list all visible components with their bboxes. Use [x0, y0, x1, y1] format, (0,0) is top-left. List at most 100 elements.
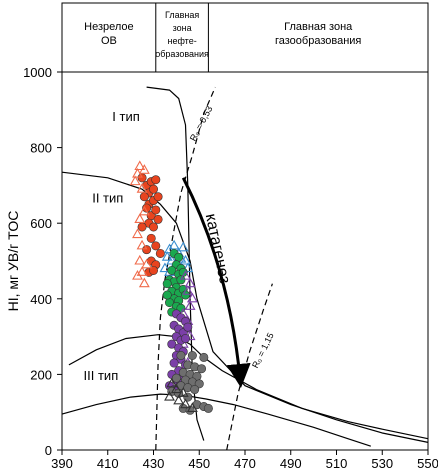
data-point [162, 290, 172, 300]
data-point [177, 387, 189, 397]
data-point [151, 205, 161, 215]
data-point [166, 377, 178, 388]
data-point [170, 383, 182, 394]
data-point [167, 265, 177, 275]
zone-header: Незрелое ОВ Главная зона нефте-образования Гл… [61, 2, 429, 73]
ro-115-label: R₀ = 1,15 [250, 331, 276, 370]
catagenesis-label: катагенез [202, 212, 233, 285]
data-point [153, 192, 163, 202]
x-tick-label: 390 [51, 456, 73, 471]
data-point [134, 254, 146, 265]
data-point [149, 184, 159, 194]
y-tick-label: 1000 [23, 65, 52, 80]
data-point [161, 251, 173, 261]
y-tick-label: 800 [30, 141, 52, 156]
data-point [132, 269, 143, 280]
data-point [173, 394, 185, 405]
data-point [151, 175, 161, 185]
zone-label: Главная [165, 10, 199, 20]
data-point [190, 385, 200, 395]
data-point [155, 248, 165, 258]
y-tick-label: 400 [30, 292, 52, 307]
maturation-curves [61, 86, 429, 451]
data-point [203, 403, 213, 413]
data-point [151, 241, 161, 251]
data-point [186, 292, 198, 303]
ro-isoline [226, 283, 273, 451]
data-point [136, 239, 148, 250]
data-point [180, 254, 191, 265]
data-point [136, 183, 148, 193]
data-point [184, 277, 196, 288]
data-point [136, 266, 148, 276]
data-point [138, 164, 150, 174]
zone-header-box [61, 2, 429, 73]
data-point [181, 290, 191, 300]
data-point [138, 205, 150, 216]
data-point [129, 175, 141, 186]
type1-label: I тип [112, 109, 139, 124]
x-tick-label: 530 [371, 456, 393, 471]
data-point [174, 252, 184, 262]
data-point [184, 300, 196, 310]
data-points [129, 160, 213, 415]
zone-label: газообразования [275, 35, 361, 47]
zone-label: нефте- [167, 36, 196, 46]
x-tick-label: 490 [280, 456, 302, 471]
data-point [137, 173, 147, 183]
data-point [186, 402, 198, 412]
x-tick-label: 470 [234, 456, 256, 471]
data-point [137, 222, 147, 232]
data-point [149, 265, 159, 275]
zone-label: Главная зона [284, 21, 353, 33]
zone-label: зона [173, 23, 192, 33]
data-point [159, 262, 171, 273]
data-point [180, 269, 191, 280]
data-point [167, 339, 177, 349]
ro-isoline [155, 86, 216, 451]
data-point [142, 203, 152, 213]
data-point [187, 350, 197, 360]
data-point [132, 228, 143, 239]
data-point [197, 364, 207, 374]
kerogen-curve [61, 393, 371, 447]
data-point [166, 254, 178, 265]
data-point [149, 222, 159, 232]
data-point [139, 192, 149, 202]
data-point [180, 398, 191, 409]
x-tick-label: 430 [143, 456, 165, 471]
data-point [171, 373, 181, 383]
data-point [142, 245, 152, 255]
data-point [182, 285, 194, 295]
catagenesis-arrow [181, 177, 251, 388]
data-point [141, 258, 153, 269]
y-tick-label: 0 [45, 443, 52, 458]
y-tick-label: 600 [30, 216, 52, 231]
data-point [146, 233, 156, 243]
data-point [182, 262, 194, 273]
data-point [134, 160, 146, 171]
data-point [162, 279, 172, 289]
type2-label: II тип [92, 190, 123, 205]
data-point [153, 214, 163, 224]
data-point [181, 333, 191, 343]
x-tick-label: 550 [417, 456, 438, 471]
data-point [138, 277, 150, 288]
y-tick-label: 200 [30, 367, 52, 382]
data-point [176, 275, 186, 285]
data-point [134, 213, 146, 223]
plot-frame [61, 71, 429, 451]
data-point [168, 239, 180, 250]
data-point [177, 241, 189, 252]
data-point [164, 390, 175, 401]
zone-label: ОВ [101, 35, 117, 47]
data-point [199, 352, 209, 362]
zone-label: Незрелое [84, 21, 134, 33]
data-point [185, 405, 195, 415]
type3-label: III тип [84, 368, 119, 383]
data-point [169, 358, 179, 368]
x-tick-label: 410 [97, 456, 119, 471]
x-tick-label: 450 [188, 456, 210, 471]
ro-053-label: R₀ = 0,53 [188, 104, 215, 142]
axes: 390 410 430 450 470 490 510 530 550 0 200 400 600 800… [5, 65, 438, 471]
